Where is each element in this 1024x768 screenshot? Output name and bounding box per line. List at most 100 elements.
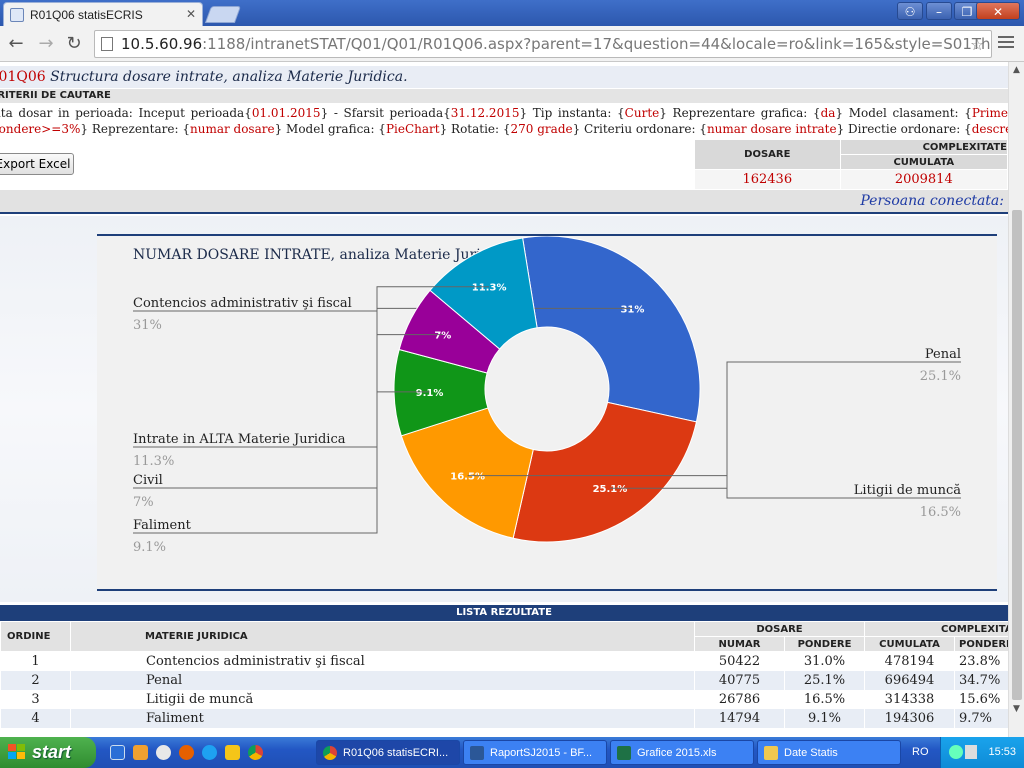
summary-header-complexitate: COMPLEXITATE xyxy=(839,139,1008,155)
network-icon[interactable] xyxy=(949,745,963,759)
reload-icon[interactable]: ↻ xyxy=(66,33,82,54)
windows-logo-icon xyxy=(8,744,26,760)
quicklaunch-chrome-icon[interactable] xyxy=(248,745,263,760)
col-materie: MATERIE JURIDICA xyxy=(70,621,695,652)
clock[interactable]: 15:53 xyxy=(988,746,1016,758)
pie-chart: NUMAR DOSARE INTRATE, analiza Materie Ju… xyxy=(133,236,961,555)
cell-cumulata: 194306 xyxy=(864,708,955,728)
quicklaunch-media-icon[interactable] xyxy=(156,745,171,760)
status-bar: Persoana conectata: xyxy=(0,190,1008,214)
leader-line xyxy=(467,475,961,499)
close-window-button[interactable]: ✕ xyxy=(976,2,1020,20)
slice-percent-label: 16.5% xyxy=(450,472,485,483)
scroll-up-icon[interactable]: ▲ xyxy=(1013,65,1020,75)
folder-icon xyxy=(764,746,778,760)
cell-pondere2: 23.8% xyxy=(953,651,1008,671)
quicklaunch-firefox-icon[interactable] xyxy=(179,745,194,760)
taskbar: start R01Q06 statisECRI... RaportSJ2015 … xyxy=(0,737,1024,768)
leader-line xyxy=(133,286,490,448)
tab-close-icon[interactable]: ✕ xyxy=(185,7,196,21)
results-table: ORDINE MATERIE JURIDICA DOSARE COMPLEXIT… xyxy=(0,621,1008,728)
summary-header-dosare: DOSARE xyxy=(694,139,841,170)
cell-pondere2: 34.7% xyxy=(953,670,1008,690)
browser-menu-icon[interactable] xyxy=(998,36,1014,50)
quicklaunch-clock-icon[interactable] xyxy=(225,745,240,760)
task-chrome-window[interactable]: R01Q06 statisECRI... xyxy=(316,740,460,765)
slice-percent-label: 9.1% xyxy=(416,388,444,399)
criteria-label: } Rotatie: { xyxy=(439,122,511,136)
tab-title: R01Q06 statisECRIS xyxy=(30,7,143,22)
pie-slice xyxy=(400,407,534,539)
criteria-value: descrescator xyxy=(971,122,1008,136)
slice-percent-label: 31% xyxy=(620,304,644,315)
criteria-label: } Tip instanta: { xyxy=(519,106,625,120)
back-arrow-icon[interactable]: ← xyxy=(8,33,24,54)
quicklaunch-ie-settings-icon[interactable] xyxy=(110,745,125,760)
user-icon[interactable]: ⚇ xyxy=(897,2,923,20)
export-excel-button[interactable]: Export Excel xyxy=(0,153,74,175)
bookmark-star-icon[interactable]: ☆ xyxy=(970,35,985,54)
task-excel-workbook[interactable]: Grafice 2015.xls xyxy=(610,740,754,765)
col-group-complexitate: COMPLEXITATE xyxy=(863,621,1008,637)
leader-line xyxy=(133,391,430,534)
browser-toolbar: ← → ↻ 10.5.60.96:1188/intranetSTAT/Q01/Q… xyxy=(0,26,1024,62)
browser-tabstrip: R01Q06 statisECRIS ✕ ⚇ – ❐ ✕ xyxy=(0,0,1024,26)
task-word-document[interactable]: RaportSJ2015 - BF... xyxy=(463,740,607,765)
report-code: R01Q06 xyxy=(0,69,46,85)
scroll-down-icon[interactable]: ▼ xyxy=(1013,704,1020,714)
slice-value-label: 16.5% xyxy=(920,505,961,520)
cell-pondere2: 15.6% xyxy=(953,689,1008,709)
criteria-value: 31.12.2015 xyxy=(450,106,520,120)
page-icon xyxy=(101,37,113,51)
vertical-scroll-thumb[interactable] xyxy=(1012,210,1022,700)
report-page: R01Q06 Structura dosare intrate, analiza… xyxy=(0,62,1008,737)
slice-percent-label: 11.3% xyxy=(472,283,507,294)
slice-value-label: 9.1% xyxy=(133,540,166,555)
system-tray: 15:53 xyxy=(940,737,1024,768)
browser-tab-active[interactable]: R01Q06 statisECRIS ✕ xyxy=(3,2,203,26)
criteria-value: 270 grade xyxy=(510,122,573,136)
criteria-label: } - Sfarsit perioada{ xyxy=(320,106,451,120)
pie-slice xyxy=(512,401,698,543)
new-tab-button[interactable] xyxy=(204,6,242,23)
quicklaunch-app-icon[interactable] xyxy=(133,745,148,760)
slice-label: Litigii de muncă xyxy=(854,483,961,498)
leader-line xyxy=(609,361,961,489)
cell-pondere2: 9.7% xyxy=(953,708,1008,728)
col-numar: NUMAR xyxy=(694,636,785,652)
criteria-value: Curte xyxy=(624,106,660,120)
report-title: R01Q06 Structura dosare intrate, analiza… xyxy=(0,66,1008,88)
cell-pondere: 16.5% xyxy=(784,689,865,709)
connected-user-label: Persoana conectata: xyxy=(860,193,1004,209)
language-indicator[interactable]: RO xyxy=(912,746,929,758)
criteria-label: } Model grafica: { xyxy=(274,122,386,136)
summary-value-dosare: 162436 xyxy=(694,169,841,190)
forward-arrow-icon[interactable]: → xyxy=(38,33,54,54)
start-button[interactable]: start xyxy=(0,737,96,768)
address-bar[interactable]: 10.5.60.96:1188/intranetSTAT/Q01/Q01/R01… xyxy=(94,30,992,58)
slice-label: Intrate in ALTA Materie Juridica xyxy=(133,432,346,447)
quicklaunch-ie-icon[interactable] xyxy=(202,745,217,760)
cell-numar: 26786 xyxy=(694,689,785,709)
criteria-value: Prime xyxy=(971,106,1008,120)
slice-value-label: 11.3% xyxy=(133,454,174,469)
cell-ordine: 3 xyxy=(0,689,71,709)
slice-value-label: 25.1% xyxy=(920,369,961,384)
table-row: 2 Penal 40775 25.1% 696494 34.7% xyxy=(0,670,1008,690)
summary-subheader-cumulata: CUMULATA xyxy=(839,154,1008,170)
task-folder-window[interactable]: Date Statis xyxy=(757,740,901,765)
cell-materie: Penal xyxy=(70,670,695,690)
cell-materie: Litigii de muncă xyxy=(70,689,695,709)
criteria-label: Data dosar in perioada: Inceput perioada… xyxy=(0,106,252,120)
criteria-value: numar dosare intrate xyxy=(706,122,837,136)
pie-slice xyxy=(429,237,538,350)
criteria-line-1: Data dosar in perioada: Inceput perioada… xyxy=(0,105,1008,121)
vertical-scrollbar[interactable]: ▲ ▼ xyxy=(1008,62,1024,737)
slice-label: Civil xyxy=(133,473,163,488)
word-icon xyxy=(470,746,484,760)
cell-pondere: 31.0% xyxy=(784,651,865,671)
minimize-button[interactable]: – xyxy=(926,2,952,20)
chrome-icon xyxy=(323,746,337,760)
col-ordine: ORDINE xyxy=(0,621,71,652)
volume-icon[interactable] xyxy=(965,745,977,759)
